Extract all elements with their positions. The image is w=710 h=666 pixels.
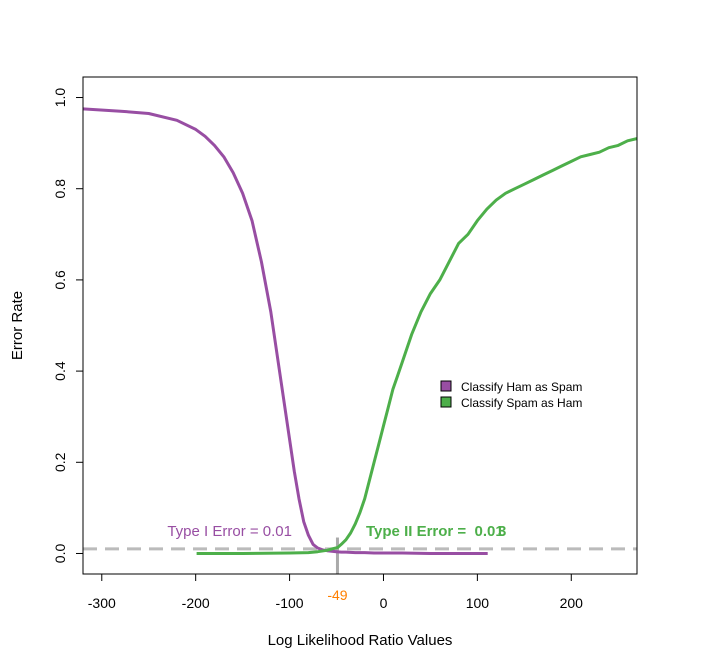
- x-tick-label: -200: [182, 595, 210, 611]
- x-tick-label: -100: [276, 595, 304, 611]
- y-tick-label: 0.0: [52, 544, 68, 564]
- y-axis-label: Error Rate: [9, 291, 26, 360]
- x-tick-label: 0: [380, 595, 388, 611]
- legend: Classify Ham as Spam Classify Spam as Ha…: [440, 380, 582, 410]
- y-tick-label: 1.0: [52, 88, 68, 108]
- y-tick-label: 0.6: [52, 270, 68, 290]
- series-line-ham-as-spam: [83, 107, 488, 555]
- x-tick-label: -300: [88, 595, 116, 611]
- x-tick-label: 100: [466, 595, 490, 611]
- type-two-error-overlap-digit: 3: [498, 523, 506, 540]
- y-tick-label: 0.8: [52, 179, 68, 199]
- legend-label-ham-as-spam: Classify Ham as Spam: [461, 380, 582, 394]
- threshold-label: -49: [327, 587, 347, 603]
- y-tick-label: 0.2: [52, 452, 68, 472]
- y-tick-label: 0.4: [52, 361, 68, 381]
- series-line-spam-as-ham: [196, 137, 637, 555]
- type-two-error-label: Type II Error = 0.01: [366, 523, 504, 540]
- legend-swatch-ham-as-spam: [440, 380, 452, 392]
- x-axis-label: Log Likelihood Ratio Values: [268, 632, 453, 649]
- legend-swatch-spam-as-ham: [440, 396, 452, 408]
- x-tick-label: 200: [560, 595, 584, 611]
- plot-area-frame: [82, 76, 638, 575]
- legend-label-spam-as-ham: Classify Spam as Ham: [461, 396, 582, 410]
- type-one-error-label: Type I Error = 0.01: [167, 523, 292, 540]
